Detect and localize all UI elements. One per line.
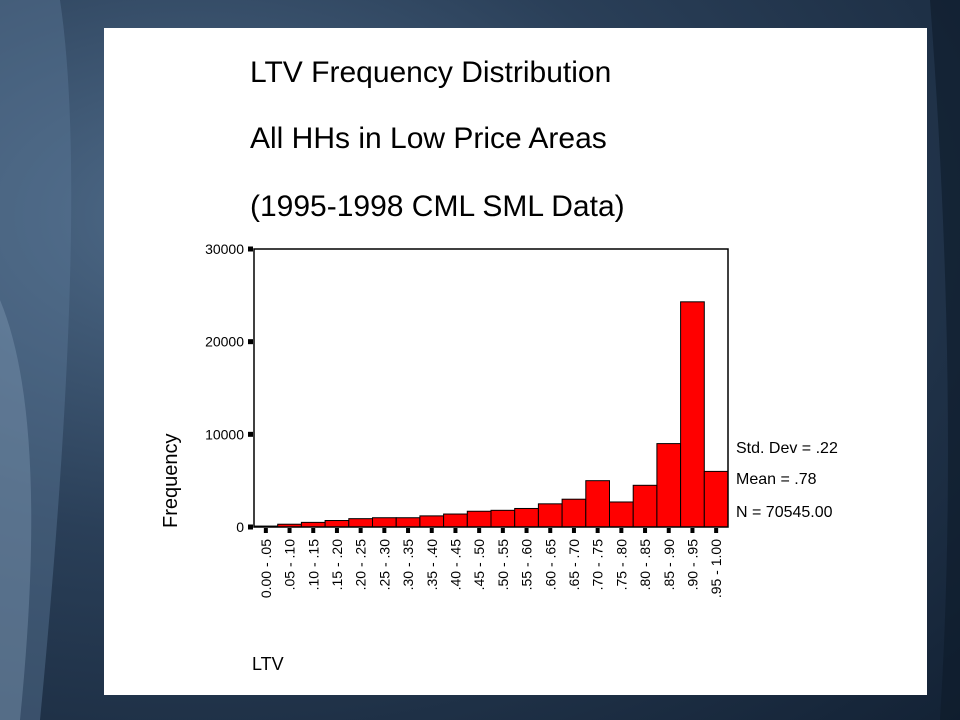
slide-panel: LTV Frequency Distribution All HHs in Lo… bbox=[104, 28, 927, 695]
x-tick-mark-16 bbox=[643, 528, 648, 533]
x-tick-label-17: .85 - .90 bbox=[661, 539, 677, 591]
bar-4 bbox=[348, 518, 374, 528]
x-tick-label-7: .35 - .40 bbox=[424, 539, 440, 591]
x-tick-label-0: 0.00 - .05 bbox=[258, 539, 274, 598]
bar-13 bbox=[561, 498, 587, 528]
plot-frame bbox=[253, 248, 729, 528]
x-tick-mark-0 bbox=[263, 528, 268, 533]
y-tick-mark-2 bbox=[248, 339, 253, 345]
x-tick-mark-6 bbox=[406, 528, 411, 533]
x-tick-label-13: .65 - .70 bbox=[566, 539, 582, 591]
x-tick-mark-8 bbox=[453, 528, 458, 533]
y-ticks-group: 0 10000 20000 30000 bbox=[205, 241, 253, 535]
x-tick-mark-18 bbox=[690, 528, 695, 533]
y-tick-mark-3 bbox=[248, 246, 253, 252]
bar-17 bbox=[656, 443, 682, 528]
x-tick-mark-19 bbox=[714, 528, 719, 533]
axes-group bbox=[253, 248, 729, 528]
y-tick-label-1: 10000 bbox=[205, 426, 244, 442]
y-tick-label-3: 30000 bbox=[205, 241, 244, 257]
x-tick-mark-1 bbox=[287, 528, 292, 533]
bar-9 bbox=[466, 510, 492, 528]
bar-8 bbox=[443, 513, 468, 528]
x-tick-mark-17 bbox=[666, 528, 671, 533]
histogram-chart: 0 10000 20000 30000 0.00 - .05 .05 - .10 .10 … bbox=[205, 241, 729, 598]
x-tick-mark-11 bbox=[524, 528, 529, 533]
x-tick-mark-14 bbox=[595, 528, 600, 533]
bar-6 bbox=[395, 517, 421, 528]
x-tick-mark-15 bbox=[619, 528, 624, 533]
bar-16 bbox=[632, 484, 658, 528]
x-tick-mark-13 bbox=[571, 528, 576, 533]
x-tick-label-19: .95 - 1.00 bbox=[708, 539, 724, 598]
x-tick-mark-12 bbox=[548, 528, 553, 533]
x-tick-label-4: .20 - .25 bbox=[353, 539, 369, 591]
y-tick-label-0: 0 bbox=[236, 519, 244, 535]
x-axis-label: LTV bbox=[252, 654, 284, 674]
x-tick-label-2: .10 - .15 bbox=[305, 539, 321, 591]
y-axis-label: Frequency bbox=[160, 433, 182, 529]
x-tick-label-14: .70 - .75 bbox=[590, 539, 606, 591]
y-tick-mark-0 bbox=[248, 524, 253, 530]
bar-7 bbox=[419, 515, 445, 528]
bar-14 bbox=[585, 480, 610, 528]
bar-15 bbox=[609, 501, 634, 528]
bar-3 bbox=[324, 520, 350, 528]
x-tick-mark-3 bbox=[334, 528, 339, 533]
y-tick-label-2: 20000 bbox=[205, 334, 244, 350]
x-tick-label-3: .15 - .20 bbox=[329, 539, 345, 591]
stat-std-dev: Std. Dev = .22 bbox=[736, 440, 838, 457]
x-tick-label-18: .90 - .95 bbox=[684, 539, 700, 591]
stat-n: N = 70545.00 bbox=[736, 504, 833, 521]
chart-title: LTV Frequency Distribution bbox=[250, 56, 612, 89]
stat-mean: Mean = .78 bbox=[736, 471, 817, 488]
x-tick-label-6: .30 - .35 bbox=[400, 539, 416, 591]
bar-10 bbox=[490, 509, 516, 528]
x-tick-mark-9 bbox=[477, 528, 482, 533]
x-tick-label-1: .05 - .10 bbox=[282, 539, 298, 591]
y-tick-mark-1 bbox=[248, 431, 253, 437]
x-tick-label-5: .25 - .30 bbox=[376, 539, 392, 591]
bar-19 bbox=[703, 470, 729, 528]
bar-11 bbox=[514, 507, 539, 528]
bar-12 bbox=[537, 503, 563, 528]
x-tick-label-16: .80 - .85 bbox=[637, 539, 653, 591]
x-tick-label-11: .55 - .60 bbox=[519, 539, 535, 591]
x-tick-label-10: .50 - .55 bbox=[495, 539, 511, 591]
x-tick-label-15: .75 - .80 bbox=[613, 539, 629, 591]
x-tick-label-8: .40 - .45 bbox=[447, 539, 463, 591]
bar-5 bbox=[372, 517, 397, 528]
x-tick-label-9: .45 - .50 bbox=[471, 539, 487, 591]
x-tick-mark-2 bbox=[311, 528, 316, 533]
x-tick-mark-4 bbox=[358, 528, 363, 533]
x-ticks-group: 0.00 - .05 .05 - .10 .10 - .15 .15 - .20 .20… bbox=[258, 528, 724, 598]
bars-group bbox=[253, 301, 729, 528]
bar-18 bbox=[680, 301, 705, 528]
chart-subtitle: All HHs in Low Price Areas bbox=[250, 122, 607, 155]
x-tick-mark-5 bbox=[382, 528, 387, 533]
x-tick-mark-7 bbox=[429, 528, 434, 533]
x-tick-mark-10 bbox=[500, 528, 505, 533]
x-tick-label-12: .60 - .65 bbox=[542, 539, 558, 591]
chart-source-note: (1995-1998 CML SML Data) bbox=[250, 190, 625, 223]
